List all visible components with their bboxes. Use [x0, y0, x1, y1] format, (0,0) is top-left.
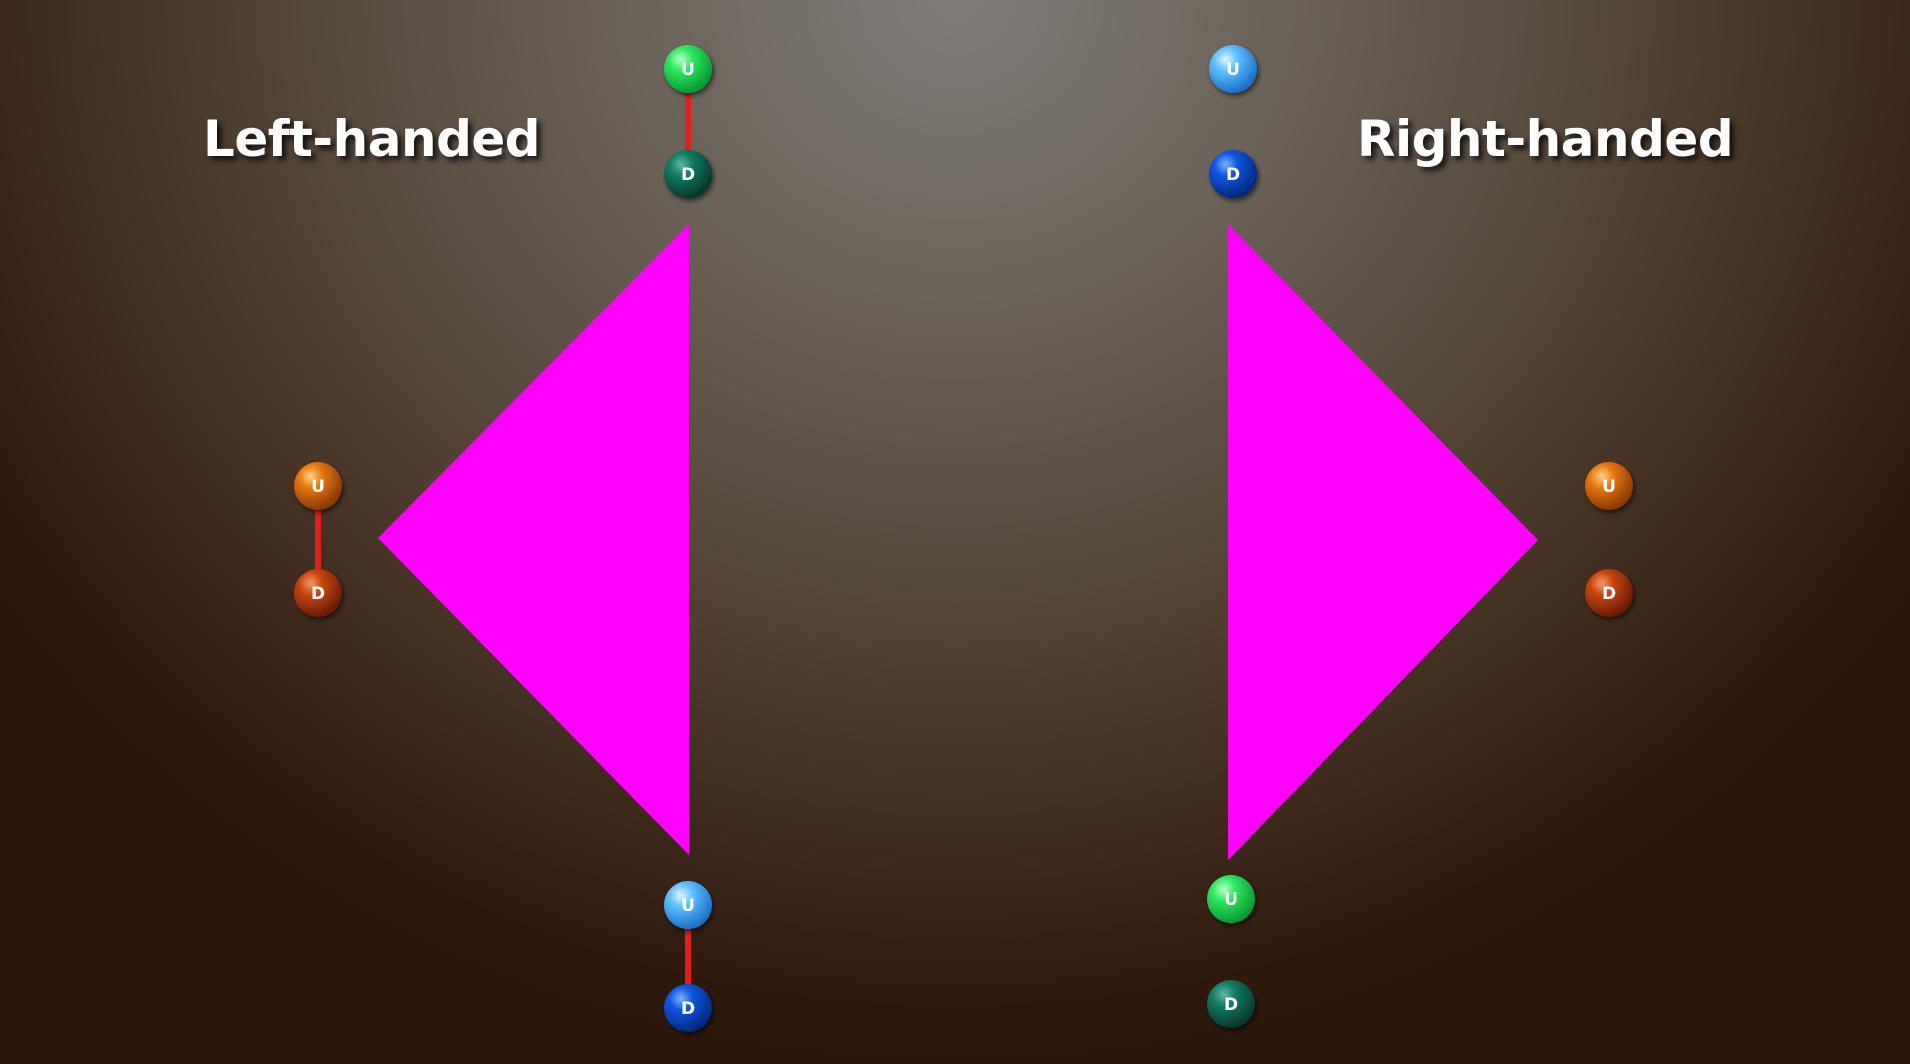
right-side-d-label: D	[1602, 584, 1616, 604]
left-top-d-label: D	[681, 165, 695, 185]
right-bottom-d-label: D	[1224, 995, 1238, 1015]
right-side-u-label: U	[1602, 477, 1616, 497]
right-bottom-d-ball	[1207, 980, 1255, 1028]
right-top-d-ball	[1209, 150, 1257, 198]
left-side-u-ball	[294, 462, 342, 510]
left-top-d-ball	[664, 150, 712, 198]
right-top-u-ball	[1209, 45, 1257, 93]
right-bottom-u-ball	[1207, 875, 1255, 923]
right-top-d-label: D	[1226, 165, 1240, 185]
right-top-u-label: U	[1226, 60, 1240, 80]
left-bottom-d-label: D	[681, 999, 695, 1019]
right-side-u-ball	[1585, 462, 1633, 510]
left-handed-title: Left-handed	[203, 110, 541, 168]
left-bottom-u-ball	[664, 881, 712, 929]
right-bottom-u-label: U	[1224, 890, 1238, 910]
left-triangle	[378, 224, 689, 855]
left-side-d-ball	[294, 569, 342, 617]
left-bottom-u-label: U	[681, 896, 695, 916]
right-side-d-ball	[1585, 569, 1633, 617]
left-bottom-d-ball	[664, 984, 712, 1032]
left-top-u-label: U	[681, 60, 695, 80]
left-side-u-label: U	[311, 477, 325, 497]
right-handed-title: Right-handed	[1357, 110, 1734, 168]
left-side-d-label: D	[311, 584, 325, 604]
left-top-u-ball	[664, 45, 712, 93]
right-triangle	[1228, 224, 1538, 860]
